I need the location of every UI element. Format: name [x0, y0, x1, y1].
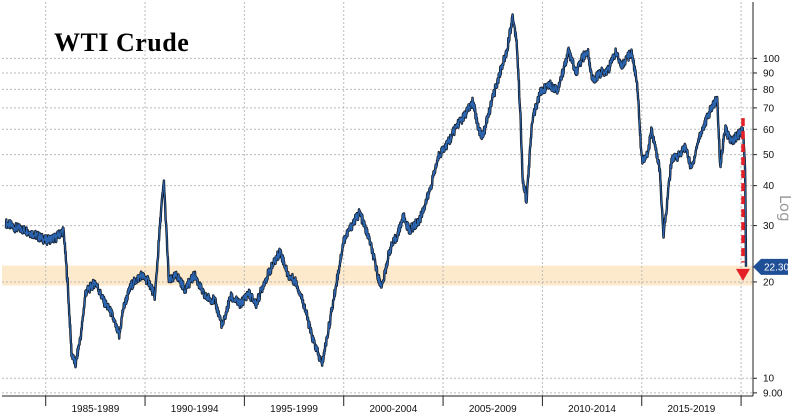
x-tick-label: 2005-2009 [469, 404, 517, 415]
chart-title: WTI Crude [54, 28, 190, 57]
x-tick-label: 1990-1994 [171, 404, 219, 415]
y-tick-label: 30 [763, 221, 775, 232]
last-value-box [753, 258, 788, 275]
x-tick-label: 2010-2014 [568, 404, 616, 415]
y-tick-label: 100 [763, 54, 780, 65]
y-tick-label: 10 [763, 374, 775, 385]
y-tick-label: 20 [763, 277, 775, 288]
x-tick-label: 1995-1999 [270, 404, 318, 415]
y-tick-label: 50 [763, 150, 775, 161]
drop-arrow-head [736, 268, 750, 281]
y-tick-label: 40 [763, 181, 775, 192]
y-tick-label: 60 [763, 125, 775, 136]
price-line-blue [5, 14, 747, 368]
y-tick-label: 70 [763, 103, 775, 114]
y-tick-label: 90 [763, 68, 775, 79]
x-tick-label: 1985-1989 [71, 404, 119, 415]
last-value-label: 22.30 [764, 262, 789, 273]
y-tick-label: 9.00 [763, 388, 783, 399]
y-axis-label: Log [776, 195, 794, 222]
x-tick-label: 2015-2019 [667, 404, 715, 415]
x-tick-label: 2000-2004 [369, 404, 417, 415]
y-tick-label: 80 [763, 85, 775, 96]
